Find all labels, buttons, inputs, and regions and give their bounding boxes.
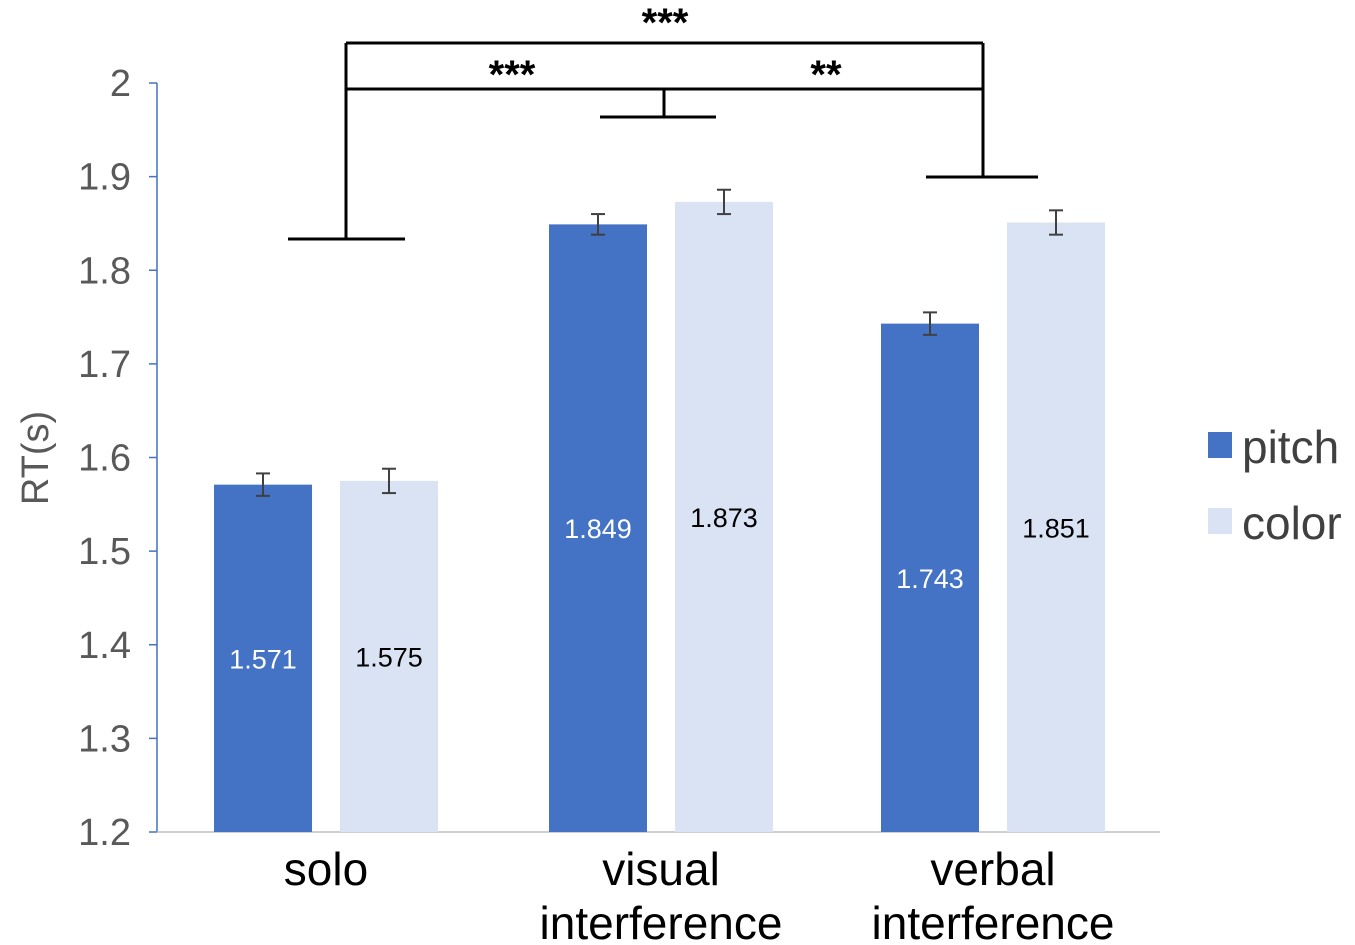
category-label: visual bbox=[602, 843, 720, 895]
bars bbox=[214, 201, 1105, 833]
legend: pitch color bbox=[1208, 421, 1342, 549]
y-tick-label: 1.5 bbox=[78, 531, 131, 573]
bar-color bbox=[675, 201, 773, 832]
data-label: 1.851 bbox=[1022, 513, 1090, 543]
legend-label-color: color bbox=[1242, 497, 1342, 549]
y-axis-label: RT(s) bbox=[15, 411, 57, 505]
legend-label-pitch: pitch bbox=[1242, 421, 1339, 473]
y-tick-label: 1.4 bbox=[78, 625, 131, 667]
error-bars bbox=[256, 188, 1063, 497]
axes: 1.2 1.3 1.4 1.5 1.6 1.7 1.8 1.9 2 bbox=[78, 63, 1160, 854]
legend-swatch-pitch bbox=[1208, 432, 1232, 458]
significance-label: *** bbox=[642, 1, 689, 45]
y-tick-label: 1.6 bbox=[78, 438, 131, 480]
y-tick-label: 1.2 bbox=[78, 812, 131, 854]
category-label: verbal bbox=[930, 843, 1055, 895]
data-label: 1.849 bbox=[564, 514, 632, 544]
bar-pitch bbox=[214, 484, 312, 832]
category-label: solo bbox=[284, 843, 368, 895]
legend-swatch-color bbox=[1208, 508, 1232, 534]
y-tick-label: 1.8 bbox=[78, 250, 131, 292]
y-tick-label: 1.9 bbox=[78, 157, 131, 199]
y-tick-label: 1.3 bbox=[78, 718, 131, 760]
category-label: interference bbox=[872, 897, 1115, 945]
bar-pitch bbox=[549, 224, 647, 832]
data-labels: 1.571 1.849 1.743 1.575 1.873 1.851 bbox=[229, 503, 1090, 674]
data-label: 1.575 bbox=[355, 642, 423, 672]
significance-brackets: ****** ** bbox=[288, 1, 1038, 241]
significance-label: ** bbox=[810, 53, 842, 97]
category-label: interference bbox=[540, 897, 783, 945]
data-label: 1.743 bbox=[896, 564, 964, 594]
bar-pitch bbox=[881, 323, 979, 832]
data-label: 1.571 bbox=[229, 644, 297, 674]
y-tick-label: 2 bbox=[110, 63, 131, 105]
bar-color bbox=[1007, 222, 1105, 833]
data-label: 1.873 bbox=[690, 503, 758, 533]
significance-label: *** bbox=[489, 53, 536, 97]
bar-color bbox=[340, 480, 438, 832]
y-tick-label: 1.7 bbox=[78, 344, 131, 386]
